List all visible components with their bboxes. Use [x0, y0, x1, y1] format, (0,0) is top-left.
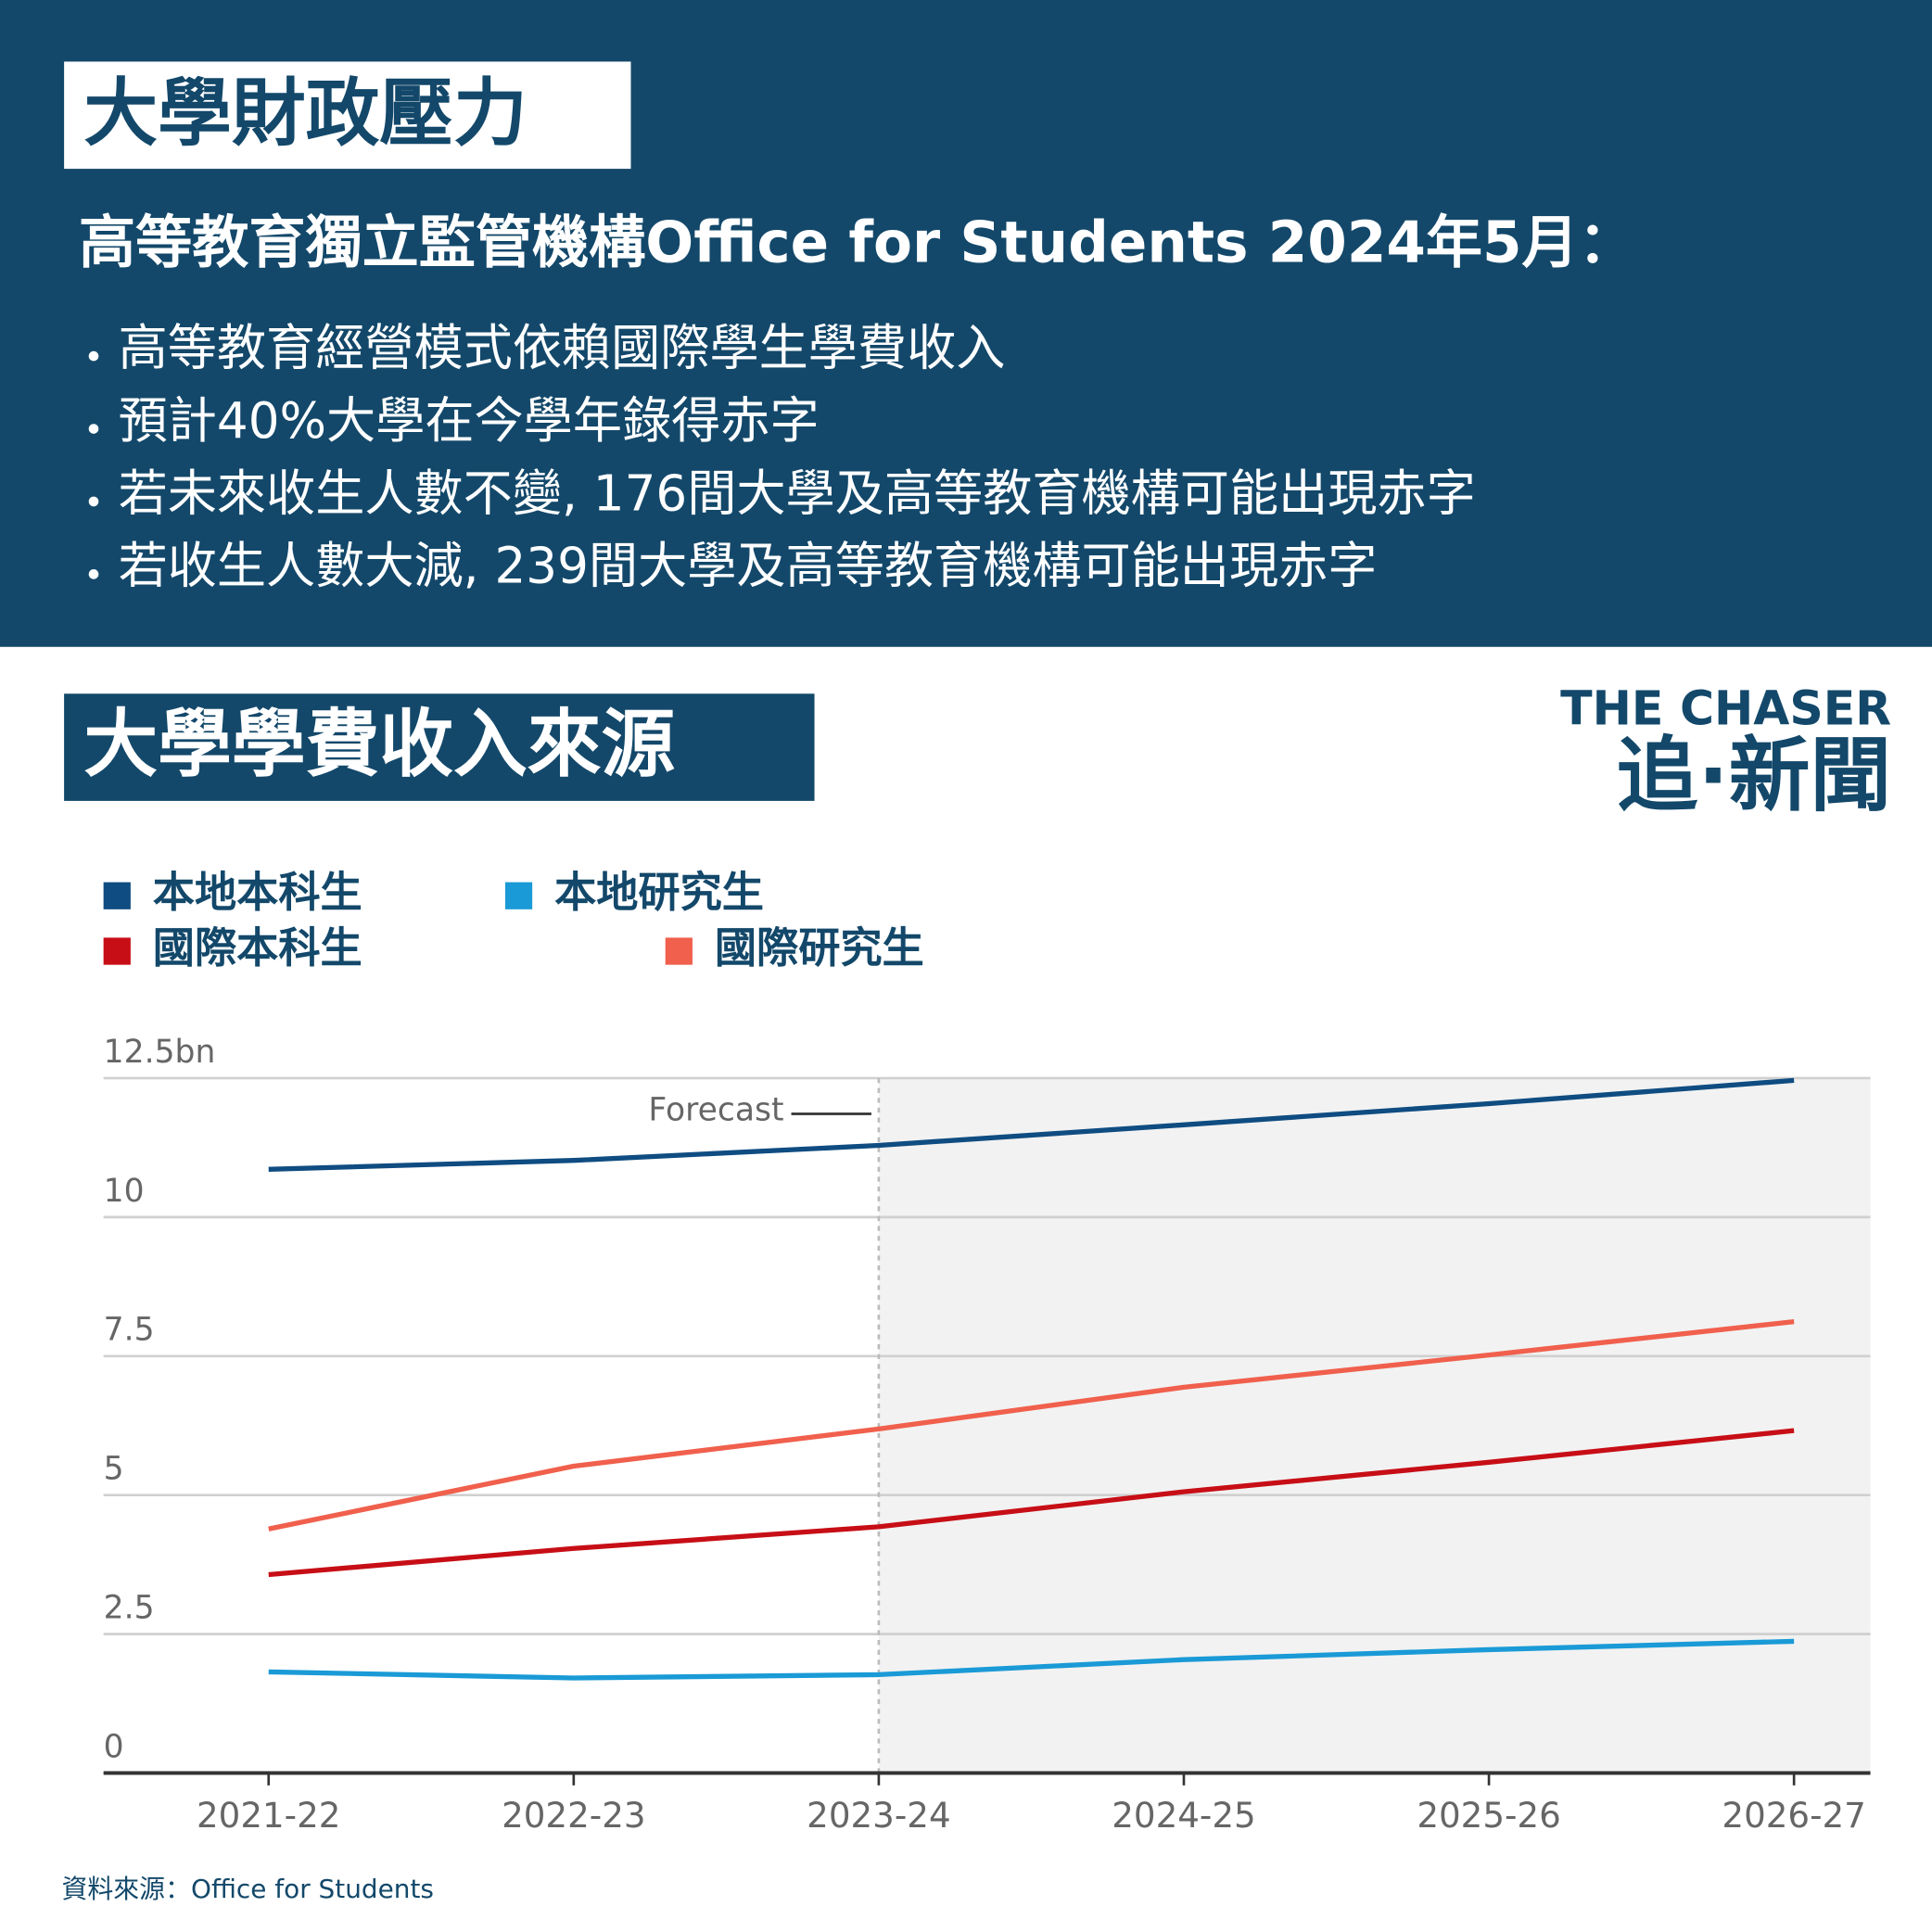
series-line — [268, 1077, 1795, 1172]
legend-swatch — [103, 882, 131, 909]
legend-label: 國際本科生 — [153, 923, 362, 972]
forecast-area — [878, 1077, 1871, 1773]
legend-label: 國際研究生 — [715, 923, 924, 972]
x-tick-label: 2023-24 — [807, 1795, 950, 1836]
x-tick-label: 2026-27 — [1722, 1795, 1865, 1836]
bullet-text: 若未來收生人數不變, 176間大學及高等教育機構可能出現赤字 — [119, 464, 1476, 522]
y-tick-label: 0 — [104, 1728, 124, 1765]
title-box — [64, 61, 631, 170]
bullet-dot — [88, 350, 99, 362]
x-tick-label: 2025-26 — [1417, 1795, 1560, 1836]
series-line — [268, 1638, 1795, 1681]
bullet-dot — [88, 496, 99, 507]
chart: 0 2.5 5 7.5 10 12.5bn Forecast 2021-22 2022-23 20… — [103, 868, 1871, 1836]
logo-en: THE CHASER — [1560, 681, 1891, 736]
y-tick-label: 12.5bn — [104, 1034, 216, 1071]
legend-swatch — [504, 882, 533, 909]
legend-swatch — [665, 937, 693, 965]
y-tick-label: 2.5 — [104, 1590, 155, 1627]
x-tick-label: 2024-25 — [1112, 1795, 1255, 1836]
y-tick-label: 7.5 — [104, 1312, 155, 1349]
source: 資料來源：Office for Students — [61, 1874, 434, 1904]
bullets: 高等教育經營模式依賴國際學生學費收入預計40%大學在今學年錄得赤字若未來收生人數… — [88, 319, 1476, 595]
legend-swatch — [103, 937, 131, 965]
x-tick-label: 2022-23 — [502, 1795, 645, 1836]
bullet-text: 高等教育經營模式依賴國際學生學費收入 — [119, 319, 1006, 376]
section-box — [64, 693, 815, 801]
legend-label: 本地研究生 — [554, 868, 764, 917]
bullet-dot — [88, 569, 99, 579]
legend-label: 本地本科生 — [153, 868, 362, 917]
y-tick-label: 10 — [104, 1173, 145, 1210]
chart-title: 大學學費收入來源 — [83, 701, 675, 787]
series-line — [268, 1428, 1795, 1578]
y-tick-label: 5 — [104, 1451, 124, 1488]
series-line — [268, 1318, 1795, 1532]
title: 大學財政壓力 — [83, 70, 527, 157]
bullet-text: 若收生人數大減, 239間大學及高等教育機構可能出現赤字 — [119, 538, 1378, 595]
forecast-label: Forecast — [648, 1091, 783, 1128]
bullet-text: 預計40%大學在今學年錄得赤字 — [119, 392, 820, 450]
subtitle: 高等教育獨立監管機構Office for Students 2024年5月： — [79, 210, 1635, 275]
logo-zh: 追·新聞 — [1617, 729, 1891, 823]
x-tick-label: 2021-22 — [197, 1795, 340, 1836]
bullet-dot — [88, 424, 99, 434]
